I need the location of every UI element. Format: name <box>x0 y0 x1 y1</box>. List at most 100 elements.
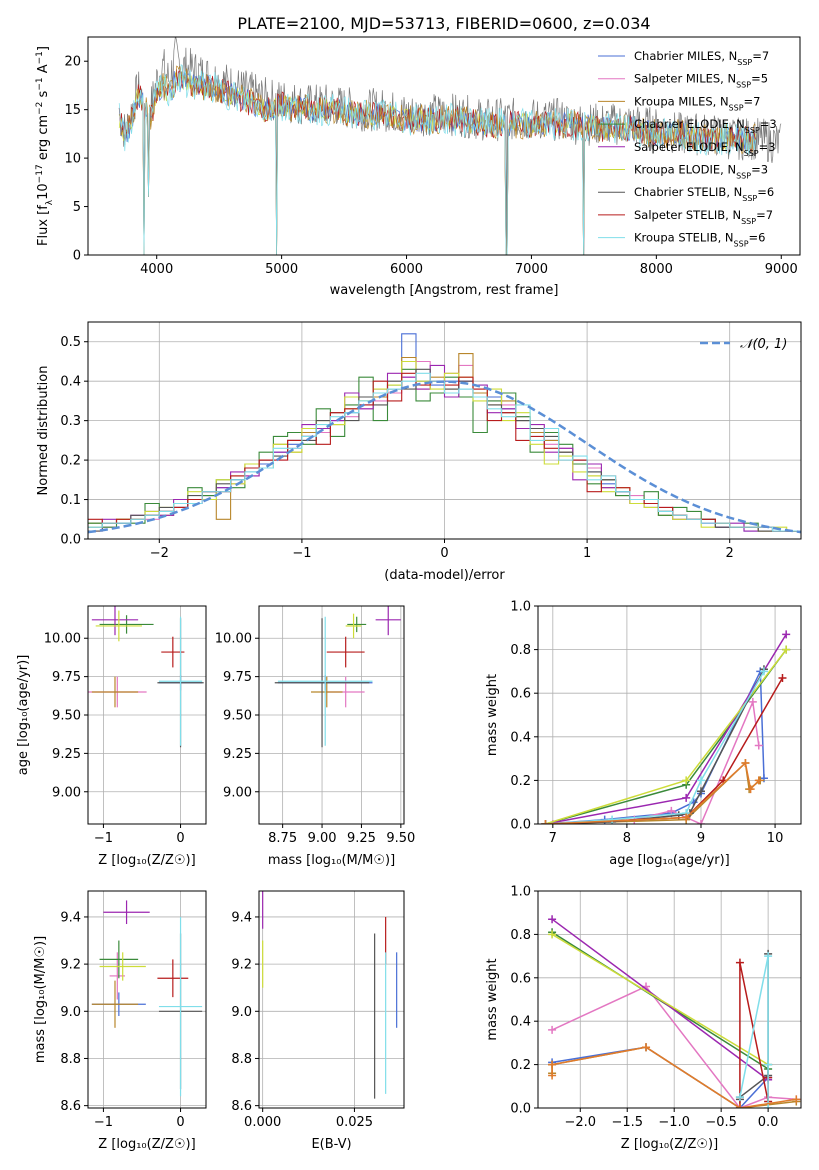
legend-label: 𝒩(0, 1) <box>740 337 787 352</box>
y-axis-label-part: −17 <box>35 164 45 183</box>
x-axis-label: Z [log₁₀(Z/Z☉)] <box>98 853 195 868</box>
residuals-frame <box>87 321 802 540</box>
spectrum-model-line <box>118 65 756 255</box>
age-vs-Z-frame <box>87 605 207 825</box>
y-tick-label: 20 <box>64 55 81 70</box>
y-axis-label: Flux [fλ10−17 erg cm−2 s−1 A−1] <box>35 46 55 246</box>
chart-layers: 4000 5000 6000 7000 8000 900005101520waveleng… <box>16 36 802 1152</box>
spectrum-plot-area <box>118 37 782 255</box>
residuals-plot-area <box>88 322 801 539</box>
gaussian-curve <box>88 380 801 534</box>
spectrum-frame <box>87 36 801 256</box>
mass-weight-marker <box>541 820 550 824</box>
y-tick-label: 9.2 <box>231 958 252 973</box>
mass-weight-marker <box>667 806 676 815</box>
mass-weight-marker <box>741 758 750 767</box>
y-tick-label: 10 <box>64 152 81 167</box>
y-tick-label: 0.5 <box>60 335 81 350</box>
mass-weight-marker <box>754 776 763 785</box>
mass-vs-Z-panel: −1 0 8.6 8.8 9.0 9.2 9.4 Z [log₁₀(Z/Z☉)] mass [l… <box>33 890 207 1152</box>
legend-label-part: SSP <box>737 58 752 67</box>
y-tick-label: 9.25 <box>223 747 252 762</box>
x-axis-label: Z [log₁₀(Z/Z☉)] <box>98 1137 195 1152</box>
y-tick-label: 0.4 <box>60 375 81 390</box>
y-tick-label: 9.00 <box>223 785 252 800</box>
legend-label-part: Chabrier MILES, N <box>634 49 737 63</box>
legend-label-part: =7 <box>756 208 773 222</box>
legend-label-part: SSP <box>745 126 760 135</box>
y-tick-label: 9.0 <box>60 1005 81 1020</box>
legend-label-part: Chabrier ELODIE, N <box>634 117 745 131</box>
mass-weight-line <box>739 955 769 1108</box>
y-tick-label: 0.4 <box>510 730 531 745</box>
mass-weight-marker <box>682 793 691 802</box>
x-tick-label: −1 <box>94 831 113 846</box>
legend-label-part: Chabrier STELIB, N <box>634 185 742 199</box>
y-axis-label: mass [log₁₀(M/M☉)] <box>33 936 48 1063</box>
y-tick-label: 8.6 <box>231 1099 252 1114</box>
legend-label-part: SSP <box>742 194 757 203</box>
mass-weight-marker <box>696 776 705 785</box>
x-tick-label: 0 <box>176 1115 184 1130</box>
x-tick-label: −0.5 <box>705 1115 737 1130</box>
mass-weight-line <box>551 931 769 1070</box>
y-tick-label: 0.6 <box>510 687 531 702</box>
x-tick-label: −1 <box>94 1115 113 1130</box>
mass-weight-marker <box>764 1104 773 1108</box>
legend-label-part: SSP <box>744 148 759 157</box>
legend-label-part: SSP <box>736 80 751 89</box>
y-tick-label: 0.1 <box>60 493 81 508</box>
mass-vs-Z-plot-area <box>88 891 206 1108</box>
mass-vs-ebv-frame <box>258 890 405 1109</box>
mass-weight-marker <box>792 1095 801 1104</box>
mass-weight-marker <box>748 697 757 706</box>
mass-weight-line <box>545 668 765 824</box>
legend-label-part: =5 <box>751 72 768 86</box>
legend-label: Chabrier MILES, NSSP=7 <box>634 49 769 67</box>
y-tick-label: 15 <box>64 103 81 118</box>
y-tick-label: 9.0 <box>231 1005 252 1020</box>
legend-label-part: SSP <box>734 239 749 248</box>
y-axis-label: mass weight <box>485 674 500 756</box>
y-tick-label: 0.4 <box>510 1015 531 1030</box>
age-vs-mass-frame <box>258 605 405 825</box>
y-axis-label-part: s <box>36 90 51 101</box>
x-tick-label: 10 <box>767 831 784 846</box>
legend-label-part: SSP <box>736 171 751 180</box>
figure-title: PLATE=2100, MJD=53713, FIBERID=0600, z=0… <box>237 14 650 33</box>
legend-label-part: Salpeter STELIB, N <box>634 208 741 222</box>
y-tick-label: 1.0 <box>510 600 531 615</box>
y-tick-label: 0.8 <box>510 928 531 943</box>
y-tick-label: 9.75 <box>52 670 81 685</box>
legend-label-part: Salpeter MILES, N <box>634 72 736 86</box>
mass-weight-marker <box>548 1060 557 1069</box>
legend-label-part: =6 <box>749 231 766 245</box>
y-tick-label: 9.4 <box>60 910 81 925</box>
legend-label: Salpeter STELIB, NSSP=7 <box>634 208 773 226</box>
y-tick-label: 9.25 <box>52 747 81 762</box>
mass-vs-ebv-panel: 0.000 0.025 8.6 8.8 9.0 9.2 9.4 E(B-V) <box>231 890 405 1152</box>
mass-weight-vs-Z-panel: −2.0 −1.5 −1.0 −0.5 0.0 0.0 0.2 0.4 0.6 0.8 1.0 Z [… <box>485 885 802 1152</box>
mass-weight-marker <box>696 820 705 824</box>
y-tick-label: 0.2 <box>510 1058 531 1073</box>
x-tick-label: 0.000 <box>244 1115 281 1130</box>
y-tick-label: 10.00 <box>44 632 81 647</box>
histogram-step <box>88 372 801 532</box>
x-tick-label: 6000 <box>390 262 423 277</box>
legend-label-part: SSP <box>741 216 756 225</box>
x-tick-label: 8000 <box>640 262 673 277</box>
x-tick-label: 7000 <box>515 262 548 277</box>
mass-weight-vs-age-frame <box>537 605 802 825</box>
x-tick-label: 9.25 <box>347 831 376 846</box>
legend-label: Kroupa STELIB, NSSP=6 <box>634 231 765 249</box>
x-tick-label: 9000 <box>765 262 798 277</box>
y-axis-label: mass weight <box>485 958 500 1040</box>
legend-label-part: Kroupa ELODIE, N <box>634 163 736 177</box>
legend-label-part: =7 <box>744 94 761 108</box>
age-vs-mass-panel: 8.75 9.00 9.25 9.50 9.00 9.25 9.50 9.75 10.00 mas… <box>215 605 415 868</box>
y-tick-label: 1.0 <box>510 885 531 900</box>
x-tick-label: 9.50 <box>386 831 415 846</box>
x-tick-label: 8 <box>623 831 631 846</box>
y-tick-label: 0.0 <box>510 818 531 833</box>
